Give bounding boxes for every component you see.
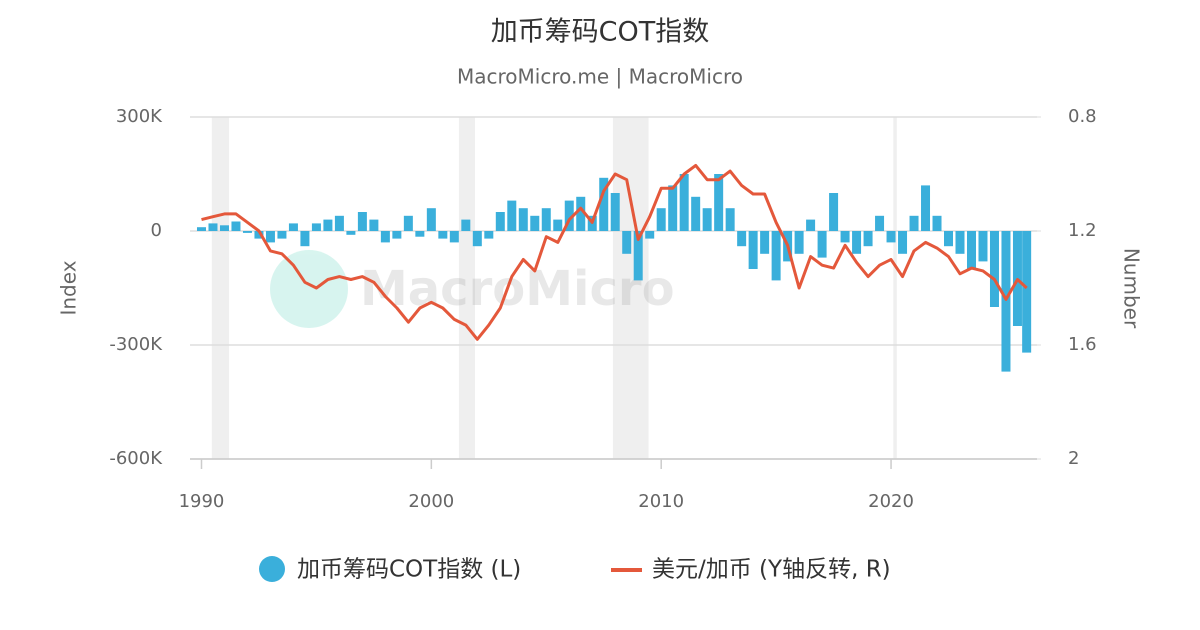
bar — [714, 174, 724, 231]
y-tick-label: 0 — [151, 220, 162, 241]
bar — [966, 231, 976, 269]
bar — [553, 219, 563, 231]
bar — [771, 231, 781, 281]
bar — [495, 212, 505, 231]
x-tick-label: 1990 — [179, 491, 225, 512]
x-tick-label: 2010 — [638, 491, 684, 512]
bar — [369, 219, 379, 231]
bar — [300, 231, 310, 247]
chart-title: 加币筹码COT指数 — [491, 17, 710, 48]
bar — [1022, 231, 1032, 353]
bar — [564, 200, 574, 231]
bar — [944, 231, 954, 247]
bar — [392, 231, 402, 239]
legend-label: 美元/加币 (Y轴反转, R) — [652, 557, 891, 583]
background-layer — [190, 116, 1037, 460]
x-tick-label: 2020 — [868, 491, 914, 512]
bar — [1001, 231, 1011, 372]
bar — [840, 231, 850, 243]
bar — [875, 215, 885, 231]
bar — [622, 231, 632, 254]
bar — [380, 231, 390, 243]
bar — [898, 231, 908, 254]
bar — [691, 196, 701, 231]
bar — [989, 231, 999, 307]
bar — [668, 185, 678, 231]
line — [201, 163, 1028, 341]
bar — [645, 231, 655, 239]
bar — [909, 215, 919, 231]
y-tick-label: -300K — [109, 334, 163, 355]
x-tick-label: 2000 — [408, 491, 454, 512]
bar — [415, 231, 425, 237]
bar — [955, 231, 965, 254]
bar — [932, 215, 942, 231]
y2-tick-label: 1.2 — [1068, 220, 1097, 241]
bar — [599, 177, 609, 231]
bar — [219, 225, 229, 231]
bar — [921, 185, 931, 231]
bar — [277, 231, 287, 239]
bar — [323, 219, 333, 231]
bar — [403, 215, 413, 231]
bar — [265, 231, 275, 243]
watermark-logo — [270, 250, 348, 328]
bar — [426, 208, 436, 231]
legend-label: 加币筹码COT指数 (L) — [297, 557, 521, 583]
bar — [702, 208, 712, 231]
bar — [334, 215, 344, 231]
bar — [737, 231, 747, 247]
y-tick-label: -600K — [109, 448, 163, 469]
y-axis-label: Index — [57, 260, 81, 315]
bar — [346, 231, 356, 235]
bar — [311, 223, 321, 231]
bar — [806, 219, 816, 231]
bar — [633, 231, 643, 281]
bar — [507, 200, 517, 231]
bar — [748, 231, 758, 269]
bar — [254, 231, 264, 239]
shaded-period — [612, 117, 649, 459]
bar — [978, 231, 988, 262]
bar — [438, 231, 448, 239]
y2-tick-label: 1.6 — [1068, 334, 1097, 355]
shaded-period — [211, 117, 230, 459]
bar — [242, 231, 252, 233]
bar — [852, 231, 862, 254]
bar — [817, 231, 827, 258]
bar — [472, 231, 482, 247]
chart-subtitle: MacroMicro.me | MacroMicro — [457, 65, 743, 89]
shaded-period — [458, 117, 476, 459]
bar — [863, 231, 873, 247]
bar — [725, 208, 735, 231]
bar — [541, 208, 551, 231]
legend-marker — [259, 556, 285, 582]
bar — [656, 208, 666, 231]
bar — [518, 208, 528, 231]
y-tick-label: 300K — [116, 106, 163, 127]
bar — [357, 212, 367, 231]
bar — [886, 231, 896, 243]
bar — [829, 193, 839, 231]
bar — [760, 231, 770, 254]
bar — [196, 227, 206, 231]
y2-tick-label: 2 — [1068, 448, 1079, 469]
bar — [208, 223, 218, 231]
bar — [530, 215, 540, 231]
shaded-period — [893, 117, 897, 459]
y2-axis-label: Number — [1120, 248, 1144, 329]
bar — [610, 193, 620, 231]
bar — [484, 231, 494, 239]
bar — [449, 231, 459, 243]
bar — [461, 219, 471, 231]
y2-tick-label: 0.8 — [1068, 106, 1097, 127]
bar — [794, 231, 804, 254]
watermark: MacroMicro — [270, 250, 675, 328]
bar — [231, 221, 241, 231]
bar — [576, 196, 586, 231]
bar — [679, 174, 689, 231]
bar — [288, 223, 298, 231]
